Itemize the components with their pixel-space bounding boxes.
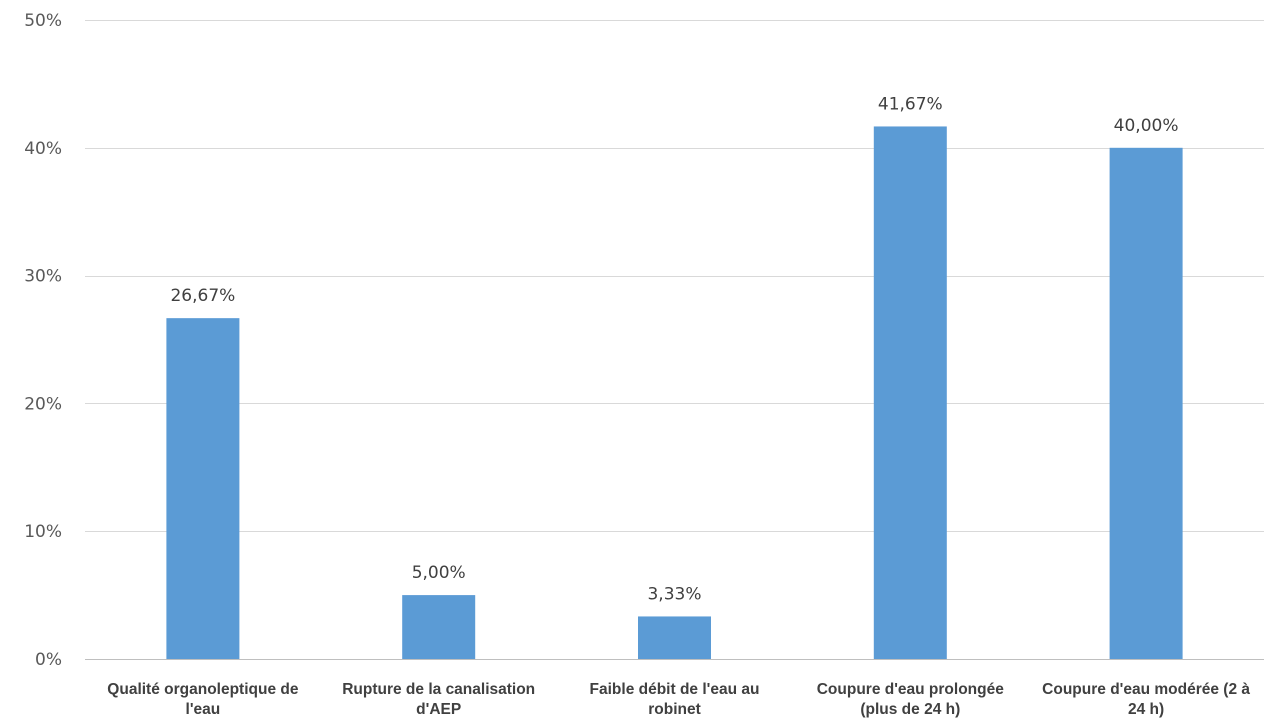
data-label: 26,67% (170, 286, 235, 306)
x-tick-label-line: Qualité organoleptique de (107, 681, 299, 698)
bar (166, 318, 240, 659)
y-tick-label: 0% (35, 650, 62, 670)
y-tick-label: 30% (24, 267, 62, 287)
data-label: 5,00% (412, 563, 466, 583)
bar (402, 595, 476, 659)
x-tick-label-line: d'AEP (416, 701, 461, 718)
gridlines (85, 20, 1264, 660)
x-tick-label-line: Coupure d'eau modérée (2 à (1042, 681, 1250, 698)
data-label: 40,00% (1114, 116, 1179, 136)
x-tick-label-line: Coupure d'eau prolongée (817, 681, 1004, 698)
x-axis-ticks: Qualité organoleptique de l'eau Rupture de… (107, 681, 1250, 718)
bar (1109, 147, 1183, 660)
data-label: 3,33% (647, 584, 701, 604)
data-labels: 26,67% 5,00% 3,33% 41,67% 40,00% (170, 94, 1178, 604)
y-tick-label: 40% (24, 139, 62, 159)
y-tick-label: 10% (24, 522, 62, 542)
x-tick-label: Coupure d'eau modérée (2 à 24 h) (1042, 681, 1250, 718)
bar (873, 126, 947, 659)
bar (638, 616, 711, 659)
x-tick-label: Coupure d'eau prolongée (plus de 24 h) (817, 681, 1004, 718)
x-tick-label: Faible débit de l'eau au robinet (590, 681, 760, 718)
y-tick-label: 20% (24, 394, 62, 414)
bars (166, 126, 1183, 660)
x-tick-label-line: robinet (648, 701, 701, 718)
x-tick-label: Qualité organoleptique de l'eau (107, 681, 299, 718)
y-axis-ticks: 0% 10% 20% 30% 40% 50% (24, 11, 62, 670)
x-tick-label-line: 24 h) (1128, 701, 1164, 718)
x-tick-label-line: Rupture de la canalisation (342, 681, 535, 698)
x-tick-label-line: Faible débit de l'eau au (590, 681, 760, 698)
x-tick-label: Rupture de la canalisation d'AEP (342, 681, 535, 718)
x-tick-label-line: l'eau (186, 701, 221, 718)
y-tick-label: 50% (24, 11, 62, 31)
data-label: 41,67% (878, 94, 943, 114)
x-tick-label-line: (plus de 24 h) (860, 701, 960, 718)
